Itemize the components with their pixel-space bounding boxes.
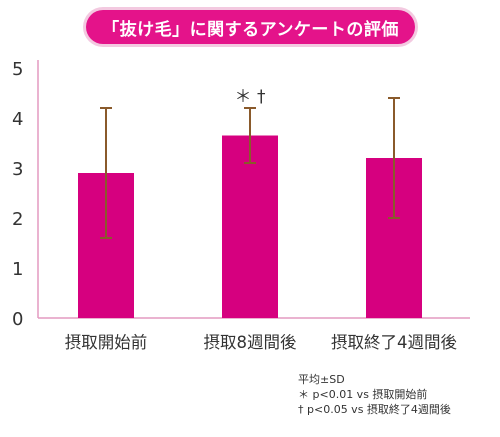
x-tick-label-3: 摂取終了4週間後 [331, 333, 457, 352]
note-significance-1: ＊ p<0.01 vs 摂取開始前 [298, 388, 428, 401]
y-tick-label-2: 2 [12, 209, 23, 230]
chart-title-banner: 「抜け毛」に関するアンケートの評価 [86, 10, 415, 44]
x-tick-label-2: 摂取8週間後 [204, 333, 297, 352]
chart-title: 「抜け毛」に関するアンケートの評価 [102, 19, 399, 40]
chart-notes: 平均±SD ＊ p<0.01 vs 摂取開始前 † p<0.05 vs 摂取終了… [298, 372, 451, 417]
note-significance-2: † p<0.05 vs 摂取終了4週間後 [298, 403, 451, 416]
y-tick-label-3: 3 [12, 159, 23, 180]
y-tick-label-5: 5 [12, 59, 23, 80]
significance-mark-2: ＊ † [235, 87, 266, 107]
y-tick-label-0: 0 [12, 309, 23, 330]
y-tick-label-1: 1 [12, 259, 23, 280]
note-mean-sd: 平均±SD [298, 373, 345, 386]
bar-2 [222, 135, 278, 318]
y-tick-label-4: 4 [12, 109, 23, 130]
x-tick-label-1: 摂取開始前 [65, 333, 148, 352]
